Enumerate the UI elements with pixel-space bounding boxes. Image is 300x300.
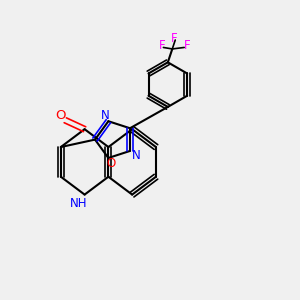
Text: N: N — [131, 149, 140, 162]
Text: F: F — [159, 40, 165, 52]
Text: F: F — [170, 32, 177, 45]
Text: NH: NH — [70, 197, 87, 210]
Text: O: O — [56, 109, 66, 122]
Text: N: N — [101, 109, 110, 122]
Text: F: F — [184, 40, 190, 52]
Text: O: O — [107, 158, 116, 170]
